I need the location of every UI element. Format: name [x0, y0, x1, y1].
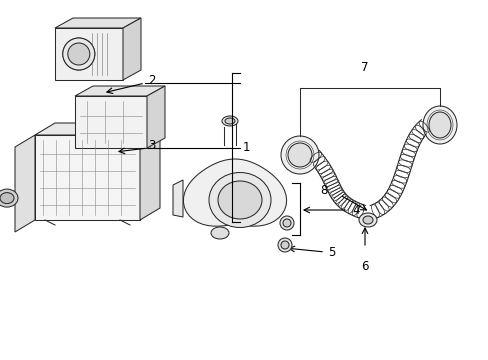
Polygon shape — [183, 159, 286, 226]
Polygon shape — [55, 18, 141, 28]
Ellipse shape — [0, 193, 14, 204]
Ellipse shape — [208, 172, 270, 228]
Polygon shape — [140, 123, 160, 220]
Polygon shape — [55, 28, 123, 80]
Text: 2: 2 — [148, 73, 155, 86]
Ellipse shape — [62, 38, 95, 70]
Ellipse shape — [280, 216, 293, 230]
Ellipse shape — [281, 241, 288, 249]
Text: 4: 4 — [351, 203, 359, 216]
Polygon shape — [35, 123, 160, 135]
Ellipse shape — [68, 43, 90, 65]
Ellipse shape — [422, 106, 456, 144]
Polygon shape — [75, 86, 164, 96]
Ellipse shape — [278, 238, 291, 252]
Ellipse shape — [362, 216, 372, 224]
Text: 7: 7 — [361, 61, 368, 74]
Ellipse shape — [283, 219, 290, 227]
Text: 8: 8 — [320, 184, 327, 197]
Ellipse shape — [287, 143, 311, 167]
Polygon shape — [75, 96, 147, 148]
Ellipse shape — [428, 112, 450, 138]
Polygon shape — [15, 135, 35, 232]
Ellipse shape — [62, 38, 95, 70]
Ellipse shape — [68, 43, 90, 65]
Text: 3: 3 — [148, 139, 155, 152]
Ellipse shape — [210, 227, 228, 239]
Ellipse shape — [358, 213, 376, 227]
Text: 1: 1 — [243, 141, 250, 154]
Polygon shape — [35, 135, 140, 220]
Polygon shape — [173, 180, 183, 217]
Ellipse shape — [0, 189, 18, 207]
Ellipse shape — [281, 136, 318, 174]
Polygon shape — [147, 86, 164, 148]
Text: 5: 5 — [327, 246, 335, 258]
Ellipse shape — [224, 118, 235, 124]
Text: 6: 6 — [361, 260, 368, 273]
Polygon shape — [123, 18, 141, 80]
Ellipse shape — [218, 181, 262, 219]
Ellipse shape — [222, 116, 238, 126]
